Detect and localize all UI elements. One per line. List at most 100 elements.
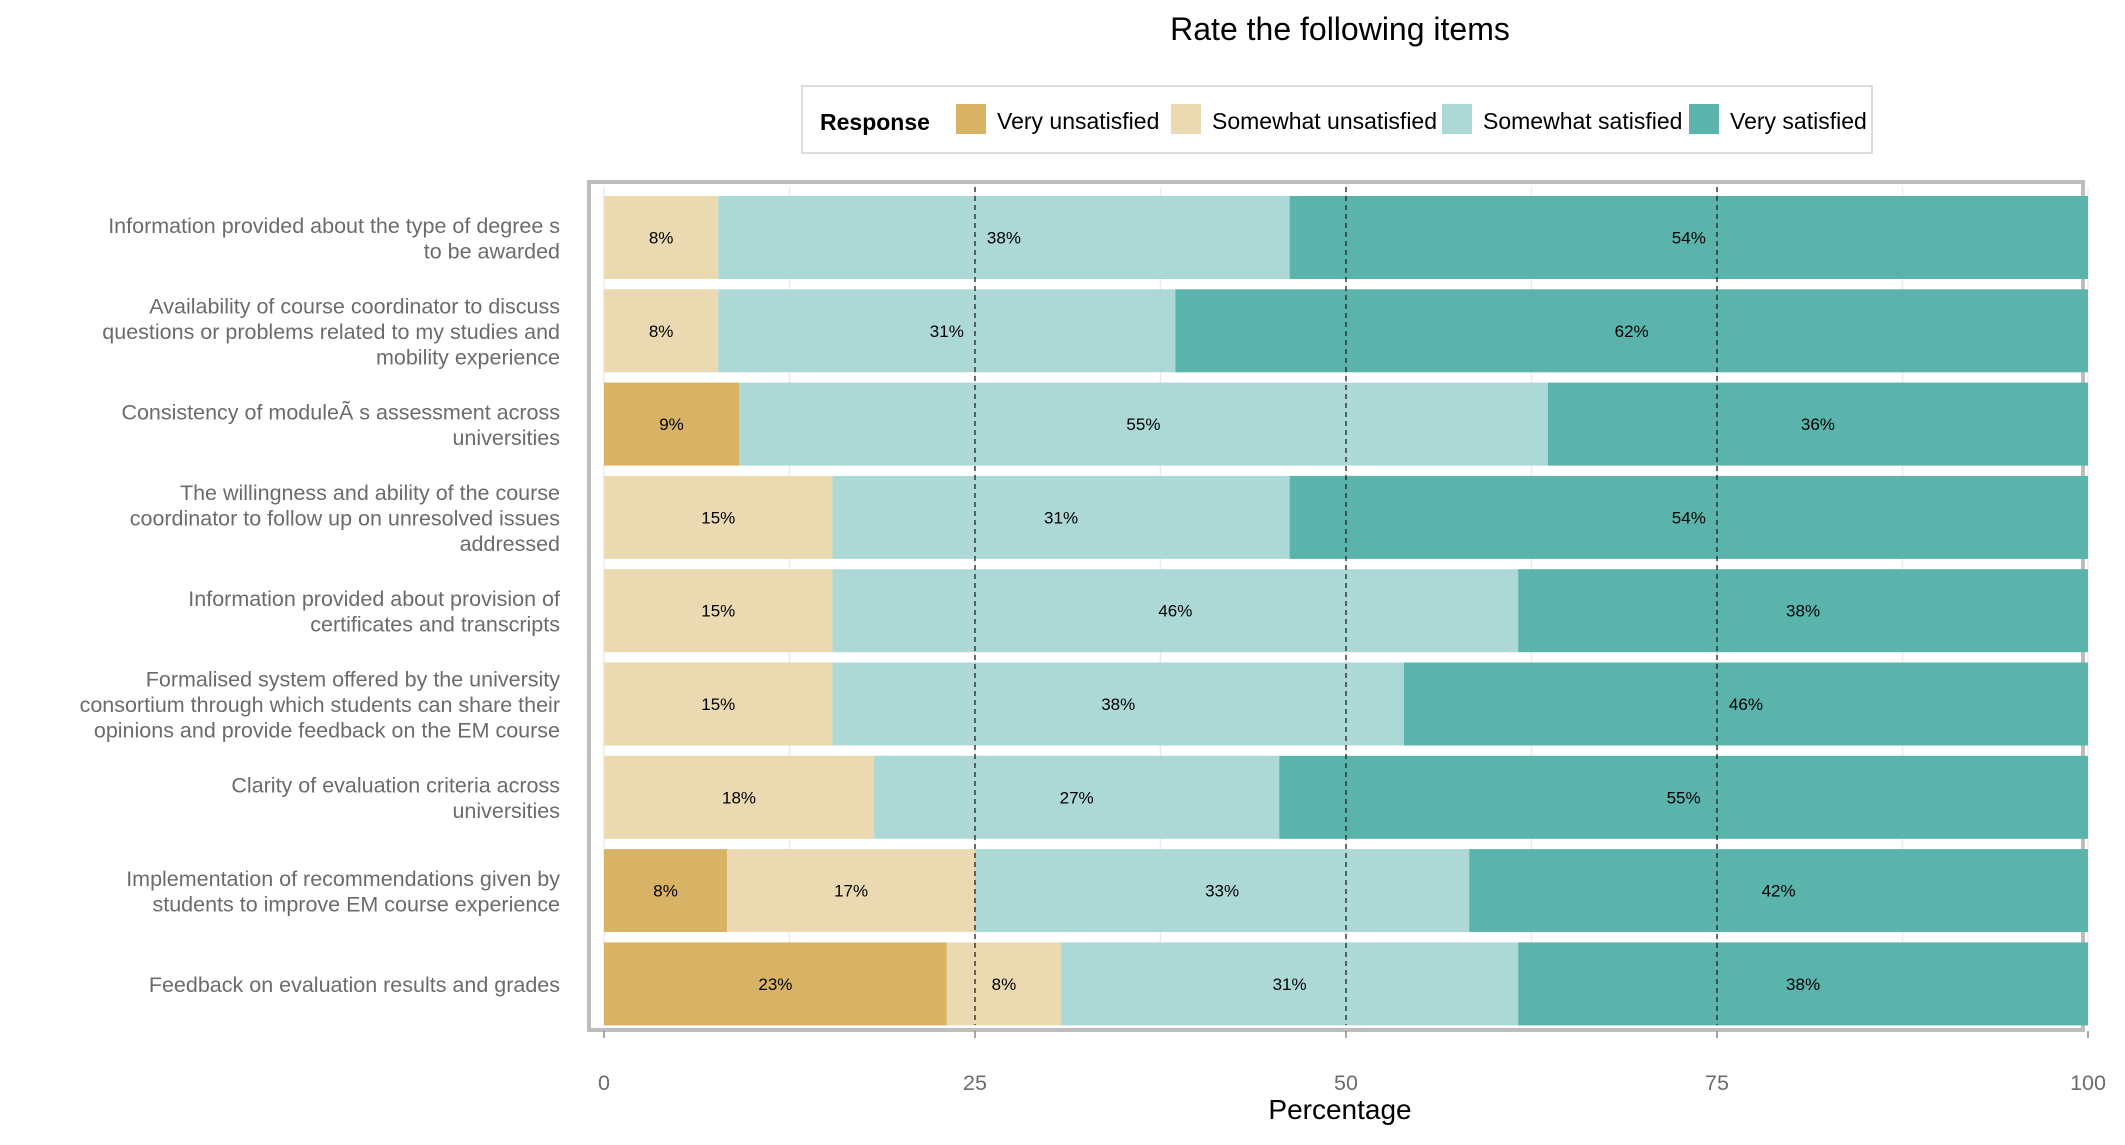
bar-segment: [727, 849, 975, 933]
category-label: Information provided about provision of: [188, 587, 560, 611]
bar-segment: [946, 942, 1062, 1026]
category-label: Clarity of evaluation criteria across: [231, 774, 560, 798]
legend: Response Very unsatisfied Somewhat unsati…: [801, 85, 1873, 154]
bar-value-label: 8%: [649, 322, 674, 341]
category-label: questions or problems related to my stud…: [102, 320, 560, 344]
legend-label: Somewhat satisfied: [1483, 108, 1682, 134]
category-labels: Information provided about the type of d…: [80, 214, 561, 997]
bar-value-label: 38%: [1786, 975, 1820, 994]
bar-value-label: 62%: [1615, 322, 1649, 341]
bar-segment: [832, 475, 1290, 559]
category-label: mobility experience: [376, 345, 560, 369]
bar-segment: [1547, 382, 2088, 466]
bar-segment: [1518, 569, 2088, 653]
legend-items: Very unsatisfied Somewhat unsatisfied Some…: [956, 104, 1867, 134]
legend-title: Response: [820, 109, 930, 135]
bar-labels: 8% 38% 54% 8% 31% 62% 9% 55% 36% 15% 31% 54% 15% 46% 3…: [649, 229, 1835, 994]
bar-segment: [975, 849, 1470, 933]
bar-value-label: 18%: [722, 788, 756, 807]
category-label: The willingness and ability of the cours…: [180, 481, 560, 505]
bar-segment: [604, 196, 719, 279]
bar-value-label: 8%: [992, 975, 1017, 994]
bar-value-label: 46%: [1158, 602, 1192, 621]
x-tick-label: 50: [1334, 1071, 1358, 1095]
bar-segment: [1061, 942, 1519, 1026]
bar-segment: [604, 289, 719, 373]
bar-segment: [604, 849, 728, 933]
bar-segment: [832, 662, 1404, 746]
category-label: certificates and transcripts: [310, 612, 560, 636]
bar-segment: [1289, 475, 2088, 559]
bar-segment: [604, 569, 833, 653]
legend-swatch: [1689, 104, 1719, 134]
legend-swatch: [1442, 104, 1472, 134]
category-label: students to improve EM course experience: [152, 892, 560, 916]
bar-segment: [604, 475, 833, 559]
bar-segment: [1469, 849, 2088, 933]
x-axis-ticks: 0 25 50 75 100: [598, 1031, 2106, 1095]
legend-swatch: [956, 104, 986, 134]
bar-value-label: 15%: [701, 508, 735, 527]
bar-value-label: 8%: [649, 229, 674, 248]
bar-segment: [718, 196, 1290, 279]
legend-label: Very satisfied: [1730, 108, 1867, 134]
category-label: Consistency of moduleÃ s assessment acro…: [121, 399, 560, 424]
bar-value-label: 55%: [1126, 415, 1160, 434]
bar-segment: [1518, 942, 2088, 1026]
bar-value-label: 15%: [701, 695, 735, 714]
bar-value-label: 46%: [1729, 695, 1763, 714]
bar-value-label: 23%: [758, 975, 792, 994]
bar-segment: [604, 382, 740, 466]
bar-value-label: 38%: [1101, 695, 1135, 714]
bar-value-label: 55%: [1667, 788, 1701, 807]
bar-segment: [1175, 289, 2088, 373]
bar-value-label: 54%: [1672, 229, 1706, 248]
category-label: addressed: [460, 532, 560, 556]
bar-value-label: 38%: [1786, 602, 1820, 621]
bar-value-label: 42%: [1762, 882, 1796, 901]
bar-value-label: 38%: [987, 229, 1021, 248]
category-label: Implementation of recommendations given …: [126, 867, 560, 891]
bar-segment: [604, 662, 833, 746]
category-label: universities: [452, 426, 560, 450]
reference-lines: [974, 187, 1718, 1025]
bars: [604, 196, 2088, 1026]
legend-label: Very unsatisfied: [997, 108, 1159, 134]
x-tick-label: 75: [1705, 1071, 1729, 1095]
category-label: Feedback on evaluation results and grade…: [149, 973, 560, 997]
x-tick-label: 0: [598, 1071, 610, 1095]
bar-value-label: 36%: [1801, 415, 1835, 434]
bar-value-label: 33%: [1205, 882, 1239, 901]
x-axis-label: Percentage: [1268, 1094, 1411, 1125]
category-label: to be awarded: [424, 239, 560, 263]
bar-value-label: 9%: [659, 415, 684, 434]
bar-value-label: 17%: [834, 882, 868, 901]
category-label: consortium through which students can sh…: [80, 693, 560, 717]
bar-segment: [874, 755, 1280, 839]
bar-value-label: 31%: [1273, 975, 1307, 994]
bar-segment: [718, 289, 1176, 373]
legend-swatch: [1171, 104, 1201, 134]
category-label: opinions and provide feedback on the EM …: [94, 719, 560, 743]
bar-segment: [1403, 662, 2088, 746]
bar-value-label: 31%: [1044, 508, 1078, 527]
bar-value-label: 15%: [701, 602, 735, 621]
x-tick-label: 100: [2070, 1071, 2106, 1095]
bar-segment: [1279, 755, 2088, 839]
category-label: Information provided about the type of d…: [108, 214, 560, 238]
chart-title: Rate the following items: [1170, 11, 1510, 47]
bar-segment: [604, 942, 947, 1026]
bar-value-label: 54%: [1672, 508, 1706, 527]
category-label: universities: [452, 799, 560, 823]
category-label: Formalised system offered by the univers…: [146, 668, 560, 692]
bar-segment: [739, 382, 1548, 466]
bar-value-label: 8%: [653, 882, 678, 901]
legend-label: Somewhat unsatisfied: [1212, 108, 1437, 134]
category-label: coordinator to follow up on unresolved i…: [130, 506, 560, 530]
bar-value-label: 31%: [930, 322, 964, 341]
bar-segment: [1289, 196, 2088, 279]
bar-segment: [832, 569, 1519, 653]
x-tick-label: 25: [963, 1071, 987, 1095]
category-label: Availability of course coordinator to di…: [149, 294, 560, 318]
